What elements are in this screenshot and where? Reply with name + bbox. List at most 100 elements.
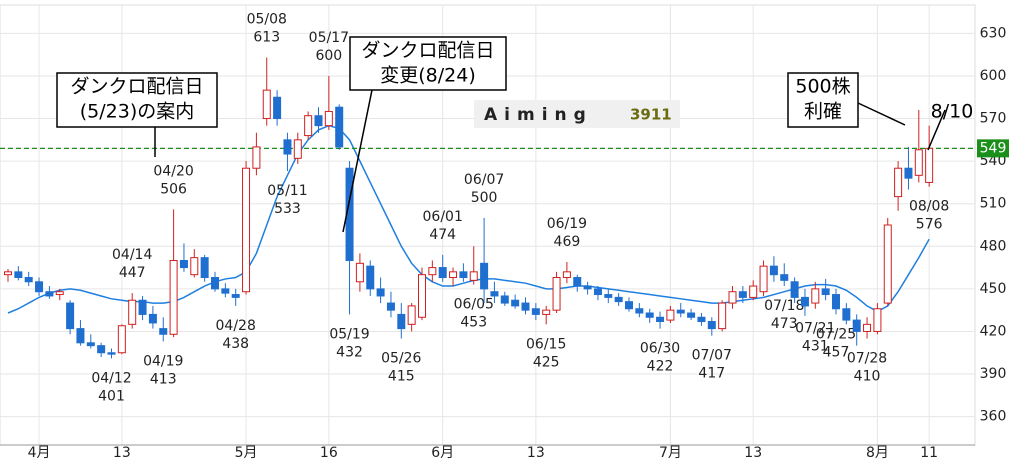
candle-body: [573, 277, 582, 287]
point-value: 410: [854, 369, 881, 385]
point-date: 06/07: [464, 172, 504, 188]
candle-body: [790, 281, 799, 298]
point-date: 06/01: [423, 209, 463, 225]
candle-body: [635, 308, 644, 314]
annotation-text: ダンクロ配信日: [361, 40, 494, 62]
x-tick-label: 13: [527, 445, 545, 461]
candle-body: [904, 167, 913, 179]
candle-body: [66, 302, 75, 330]
candle-body: [583, 285, 592, 290]
candle-body: [418, 274, 426, 318]
candle-body: [625, 301, 633, 310]
point-date: 07/18: [764, 298, 804, 314]
y-tick-label: 450: [980, 281, 1007, 297]
point-date: 08/08: [909, 199, 949, 215]
point-date: 06/05: [454, 297, 494, 313]
candle-body: [293, 139, 302, 159]
candle-body: [562, 271, 571, 279]
annotation-text: (5/23)の案内: [80, 101, 195, 123]
y-tick-label: 600: [980, 68, 1007, 84]
point-date: 06/19: [547, 216, 587, 232]
point-value: 457: [823, 344, 850, 360]
candle-body: [728, 291, 737, 304]
candle-body: [252, 146, 261, 169]
candle-body: [355, 262, 364, 283]
point-value: 413: [150, 371, 177, 387]
point-date: 04/19: [143, 353, 183, 369]
candle-body: [697, 316, 706, 323]
candle-body: [221, 288, 230, 294]
annotation-leader: [857, 102, 906, 126]
candle-body: [386, 302, 395, 311]
candle-body: [480, 262, 489, 290]
y-tick-label: 480: [980, 238, 1007, 254]
point-value: 474: [429, 227, 456, 243]
candle-body: [842, 308, 851, 321]
point-value: 415: [388, 369, 415, 385]
point-date: 04/14: [112, 247, 152, 263]
point-date: 05/17: [309, 30, 349, 46]
candle-body: [190, 257, 199, 276]
candle-body: [262, 89, 271, 120]
x-tick-label: 11: [920, 445, 938, 461]
candle-body: [304, 115, 313, 137]
candle-body: [397, 313, 406, 330]
y-tick-label: 420: [980, 323, 1007, 339]
moving-average: [7, 124, 930, 314]
candle-body: [428, 267, 437, 276]
candle-body: [35, 281, 44, 293]
point-value: 506: [160, 181, 187, 197]
point-date: 07/25: [816, 326, 856, 342]
point-value: 500: [471, 190, 498, 206]
candle-body: [614, 296, 623, 303]
y-tick-label: 360: [980, 409, 1007, 425]
candle-body: [376, 288, 385, 297]
annotation-text: ダンクロ配信日: [70, 76, 203, 98]
point-value: 613: [253, 30, 280, 46]
point-date: 04/20: [153, 163, 193, 179]
candle-body: [128, 299, 137, 325]
candle-body: [531, 308, 540, 315]
point-value: 447: [119, 265, 146, 281]
point-value: 473: [771, 316, 798, 332]
candle-body: [593, 288, 602, 296]
annotation-text: 変更(8/24): [380, 65, 476, 87]
y-tick-label: 390: [980, 366, 1007, 382]
candle-body: [645, 312, 654, 318]
candle-body: [500, 295, 509, 304]
candle-body: [883, 224, 892, 304]
candle-body: [821, 288, 830, 296]
candle-body: [55, 291, 64, 296]
reference-label-box: [977, 139, 1009, 158]
candle-body: [86, 342, 95, 347]
ticker-name: Aiming: [484, 105, 593, 125]
annotation-text: 500株: [795, 76, 850, 98]
point-date: 05/11: [267, 183, 307, 199]
ticker-box: [474, 100, 680, 128]
point-value: 431: [802, 339, 829, 355]
point-date: 05/08: [247, 12, 287, 28]
candle-body: [45, 291, 54, 297]
x-tick-label: 13: [113, 445, 131, 461]
point-value: 438: [222, 336, 249, 352]
candle-body: [231, 294, 240, 298]
candle-body: [4, 271, 12, 276]
candle-body: [521, 302, 530, 311]
point-value: 432: [336, 344, 363, 360]
candle-body: [407, 305, 416, 325]
x-tick-label: 7月: [659, 445, 682, 461]
candle-body: [107, 352, 116, 355]
ticker-code: 3911: [630, 106, 672, 124]
candle-body: [169, 259, 178, 335]
candle-body: [211, 277, 219, 290]
candle-body: [832, 294, 840, 310]
candle-body: [438, 267, 447, 279]
candle-body: [179, 259, 188, 269]
annotation-box: [787, 72, 859, 128]
annotation-text: 利確: [804, 101, 842, 123]
annotation-box: [349, 36, 507, 91]
candle-body: [852, 319, 861, 332]
candle-body: [490, 291, 499, 297]
point-value: 417: [698, 366, 725, 382]
